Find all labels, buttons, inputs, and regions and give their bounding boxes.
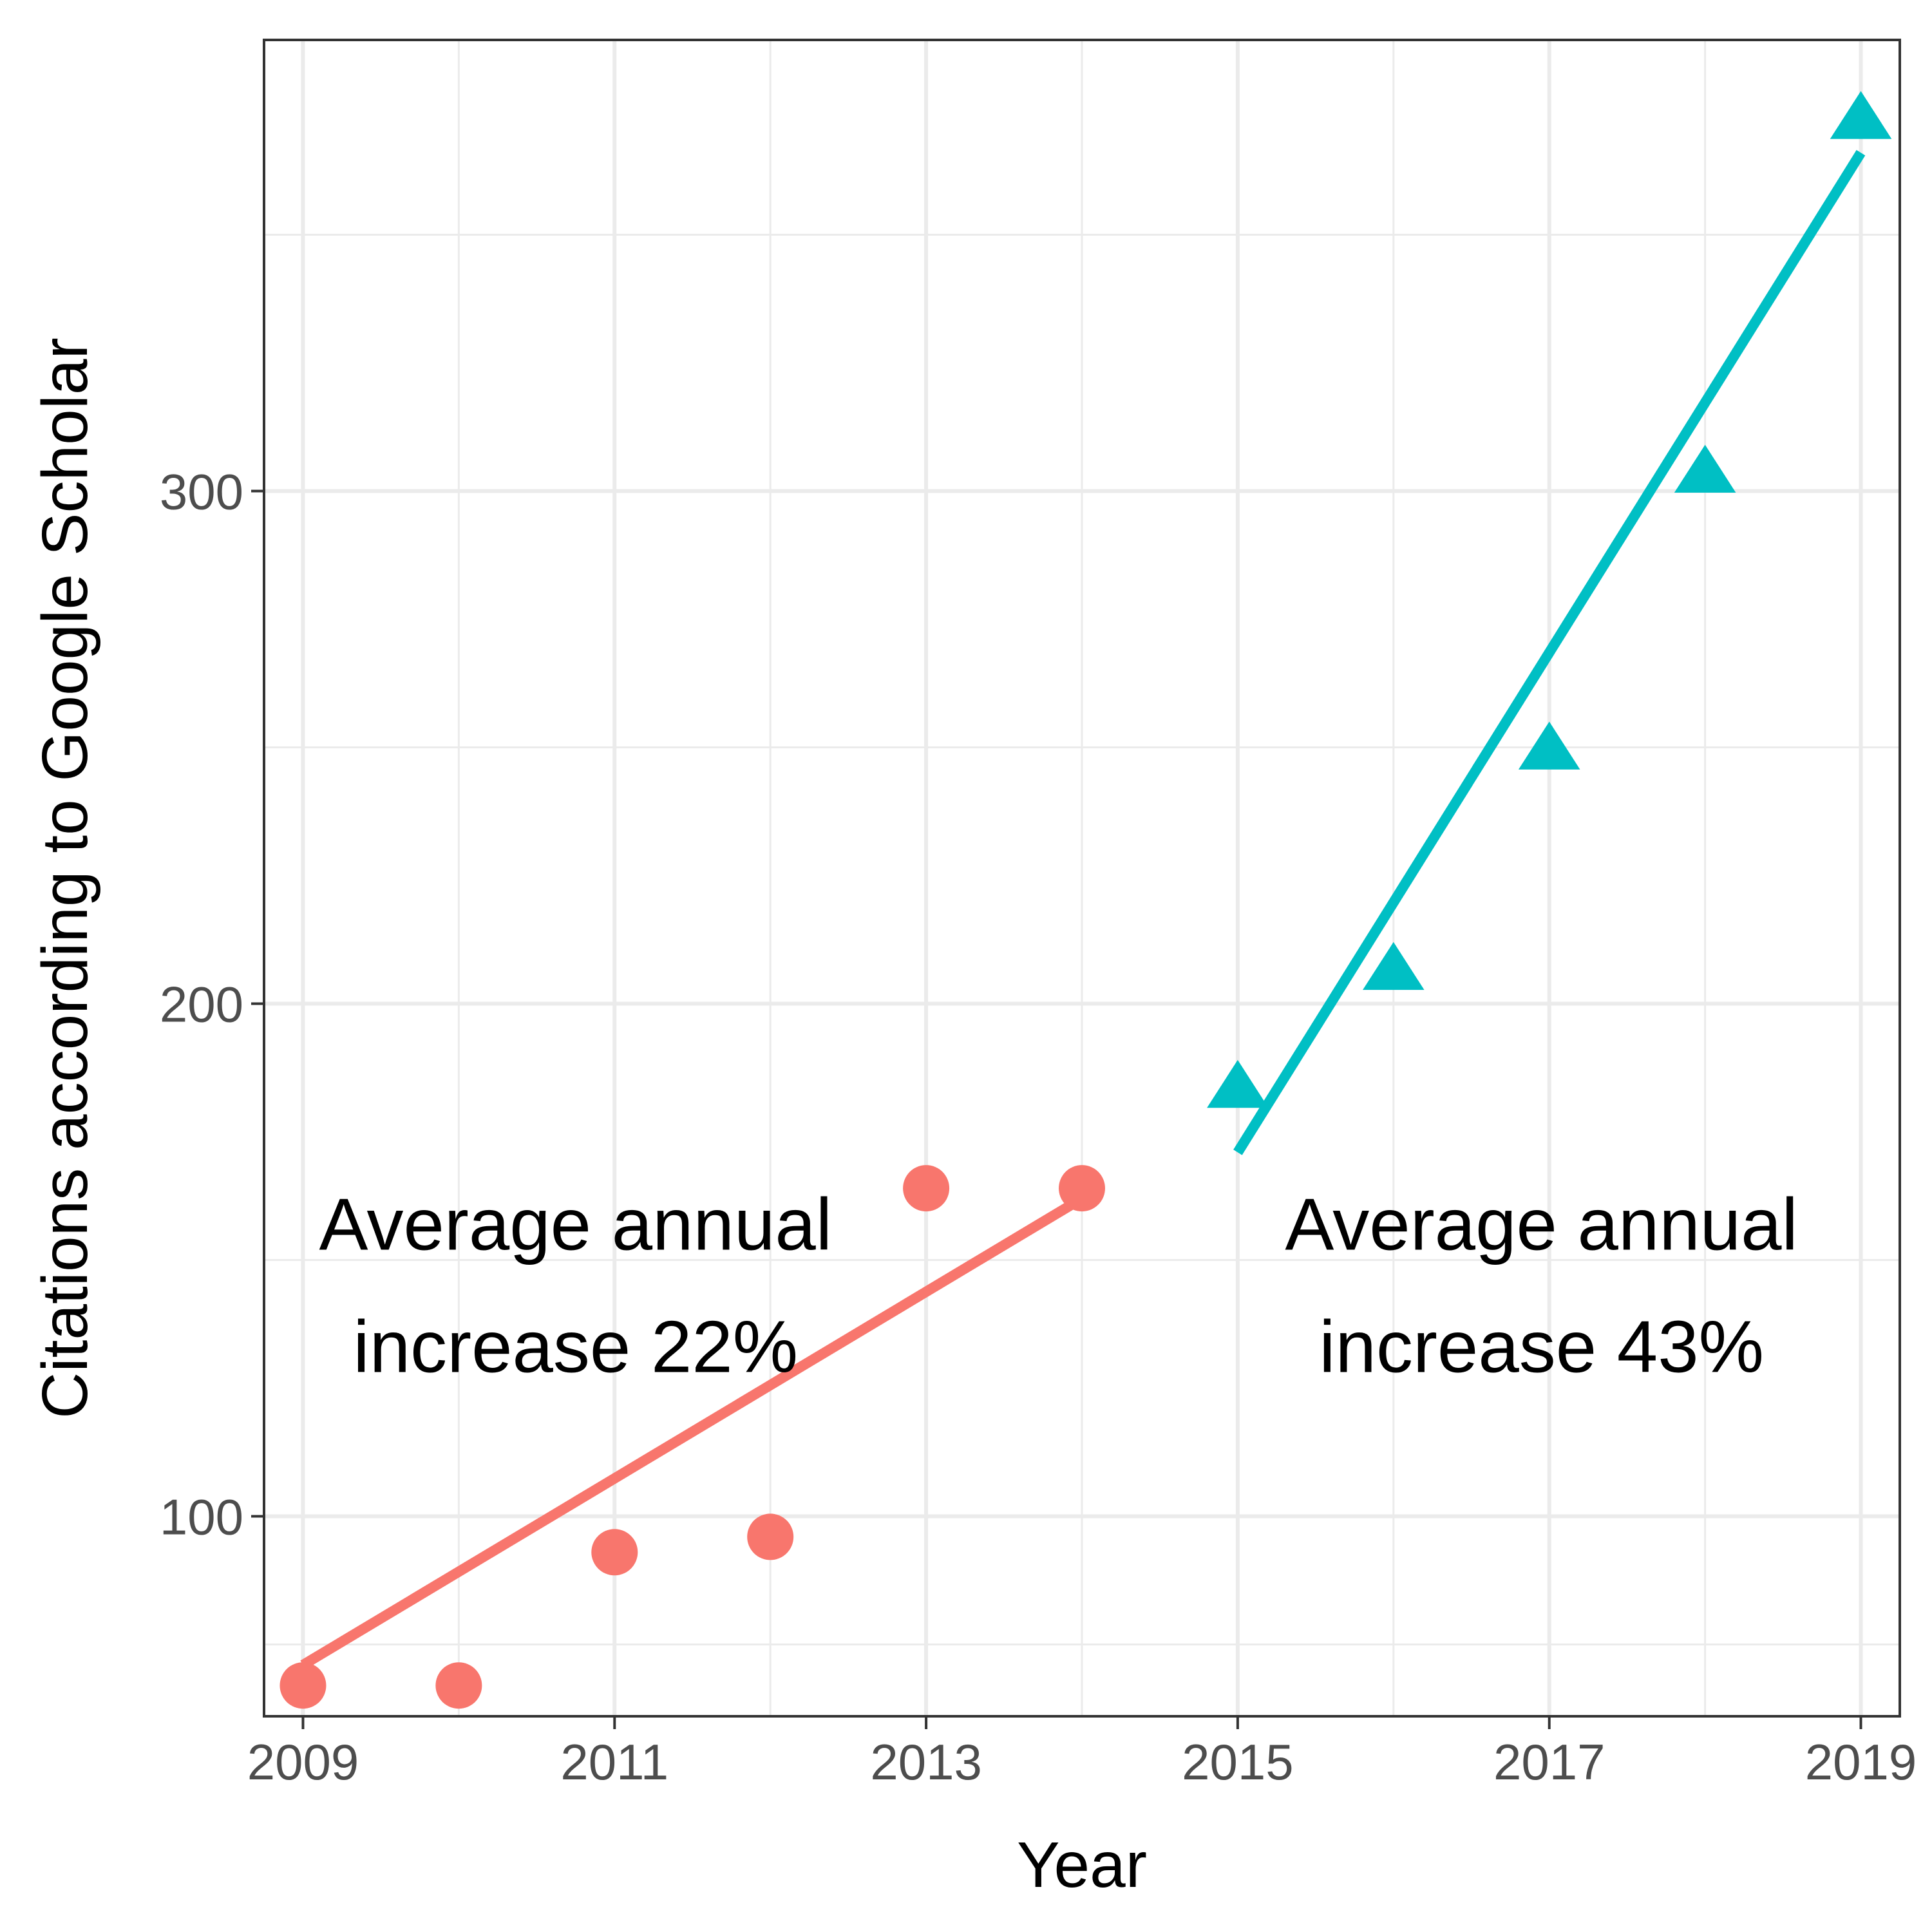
annotations: Average annual increase 22%Average annual…: [319, 1184, 1798, 1388]
panel-border: [263, 39, 1901, 1718]
annotation-line: increase 22%: [353, 1307, 798, 1388]
x-axis-title: Year: [1017, 1829, 1147, 1901]
y-tick-label: 300: [160, 464, 243, 520]
minor-gridlines: [264, 40, 1900, 1716]
triangle-marker: [1363, 942, 1425, 990]
trend-line-series-1: [300, 1194, 1085, 1670]
data-points: [279, 91, 1892, 1709]
y-tick-label: 200: [160, 976, 243, 1033]
axis-ticks: [251, 489, 1862, 1729]
x-tick-label: 2019: [1805, 1734, 1917, 1790]
circle-marker: [435, 1662, 482, 1709]
x-tick-label: 2015: [1182, 1734, 1294, 1790]
triangle-marker: [1207, 1059, 1269, 1108]
tick-labels: 2009 2011 2013 2015 2017 2019 100 200 300: [160, 464, 1917, 1790]
annotation-text-1: Average annual increase 22%: [319, 1184, 833, 1388]
triangle-marker: [1830, 91, 1892, 139]
circle-marker: [903, 1165, 950, 1212]
major-gridlines: [264, 40, 1900, 1716]
y-axis-title: Citations according to Google Scholar: [29, 337, 101, 1419]
trend-lines: [300, 149, 1866, 1670]
y-tick-label: 100: [160, 1489, 243, 1546]
annotation-line: Average annual: [1285, 1184, 1798, 1266]
triangle-marker: [1674, 444, 1736, 493]
triangle-marker: [1518, 721, 1580, 770]
x-tick-label: 2009: [247, 1734, 359, 1790]
x-tick-label: 2017: [1493, 1734, 1605, 1790]
circle-marker: [591, 1529, 638, 1576]
annotation-line: increase 43%: [1319, 1307, 1764, 1388]
trend-line-series-2: [1233, 149, 1866, 1155]
annotation-text-2: Average annual increase 43%: [1285, 1184, 1798, 1388]
annotation-line: Average annual: [319, 1184, 833, 1266]
x-tick-label: 2013: [870, 1734, 982, 1790]
circle-marker: [1059, 1165, 1105, 1212]
circle-marker: [747, 1513, 794, 1560]
circle-marker: [279, 1662, 327, 1709]
x-tick-label: 2011: [560, 1734, 668, 1790]
